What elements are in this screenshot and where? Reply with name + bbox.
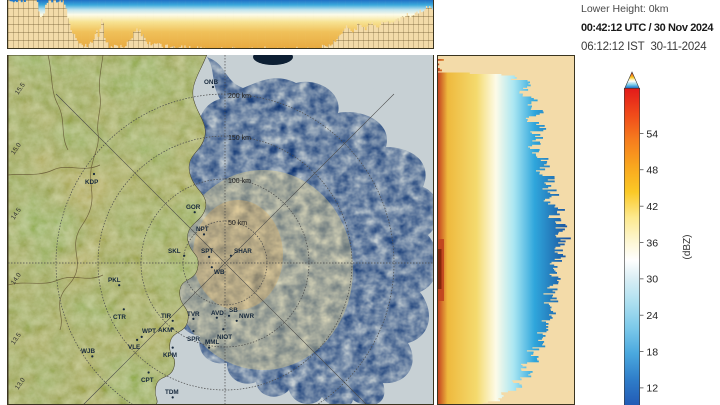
svg-text:KPM: KPM	[163, 352, 177, 359]
svg-text:WPT: WPT	[142, 328, 156, 335]
svg-text:AKM: AKM	[158, 327, 172, 334]
svg-text:AVD: AVD	[211, 310, 224, 317]
svg-text:NPT: NPT	[196, 226, 209, 233]
svg-text:VLE: VLE	[128, 344, 140, 351]
svg-text:48: 48	[646, 165, 658, 177]
svg-text:18: 18	[646, 346, 658, 358]
svg-text:TDM: TDM	[165, 389, 179, 396]
svg-text:SPR: SPR	[187, 336, 200, 343]
svg-text:GOR: GOR	[186, 204, 201, 211]
svg-text:CPT: CPT	[141, 377, 154, 384]
svg-text:MML: MML	[205, 339, 219, 346]
svg-text:150 km: 150 km	[228, 135, 251, 142]
svg-text:50 km: 50 km	[228, 220, 247, 227]
svg-text:30: 30	[646, 274, 658, 286]
svg-text:SKL: SKL	[168, 248, 181, 255]
svg-text:200 km: 200 km	[228, 93, 251, 100]
svg-text:PKL: PKL	[108, 277, 121, 284]
svg-text:SPT: SPT	[201, 248, 213, 255]
svg-text:WJB: WJB	[81, 348, 95, 355]
svg-text:42: 42	[646, 201, 658, 213]
svg-text:TVR: TVR	[187, 311, 200, 318]
svg-text:ONB: ONB	[204, 79, 218, 86]
svg-text:KDP: KDP	[85, 179, 98, 186]
svg-text:WB: WB	[214, 269, 225, 276]
svg-text:24: 24	[646, 310, 658, 322]
svg-text:100 km: 100 km	[228, 178, 251, 185]
svg-text:CTR: CTR	[113, 314, 126, 321]
svg-text:36: 36	[646, 237, 658, 249]
svg-text:54: 54	[646, 128, 658, 140]
svg-text:12: 12	[646, 383, 658, 395]
svg-text:NWR: NWR	[239, 313, 254, 320]
svg-text:SB: SB	[229, 307, 238, 314]
svg-text:SHAR: SHAR	[234, 248, 252, 255]
svg-text:TIR: TIR	[161, 313, 172, 320]
